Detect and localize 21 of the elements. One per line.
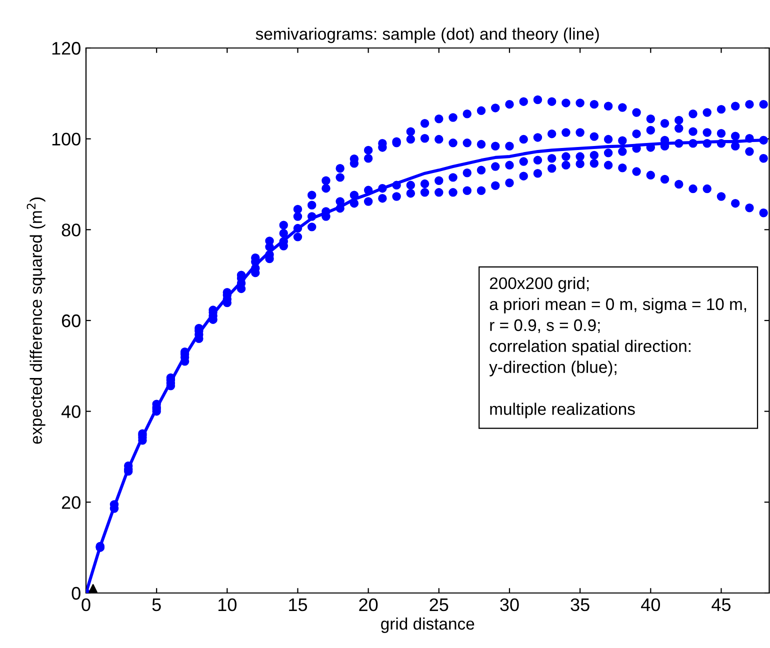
y-axis-title: expected difference squared (m$^{2}$) — [26, 198, 46, 444]
y-tick-label: 120 — [52, 42, 80, 55]
chart-title: semivariograms: sample (dot) and theory (line) — [256, 28, 599, 44]
x-tick-label: 10 — [218, 598, 236, 612]
x-tick-label: 45 — [712, 598, 731, 612]
x-tick-label: 5 — [152, 598, 161, 612]
x-tick-label: 40 — [641, 598, 660, 612]
x-tick-label: 30 — [500, 598, 519, 612]
y-tick-label: 60 — [62, 314, 80, 328]
x-axis-title: grid distance — [381, 617, 474, 634]
y-tick-label: 20 — [62, 496, 80, 509]
y-tick-label: 100 — [52, 132, 80, 146]
x-tick-label: 20 — [359, 598, 378, 612]
y-tick-label: 80 — [62, 224, 80, 236]
text: 200x200 grid; a priori mean = 0 m, sigma = 10 m, r = 0.9, s = 0.9; correlation spatial direction: y-direction (blue); multiple realizations — [489, 276, 746, 418]
x-tick-label: 35 — [570, 598, 590, 612]
x-tick-label: 0 — [82, 598, 90, 612]
x-tick-label: 15 — [289, 598, 308, 612]
y-tick-label: 40 — [61, 405, 80, 418]
x-tick-label: 25 — [430, 598, 448, 612]
y-tick-label: 0 — [72, 586, 80, 600]
